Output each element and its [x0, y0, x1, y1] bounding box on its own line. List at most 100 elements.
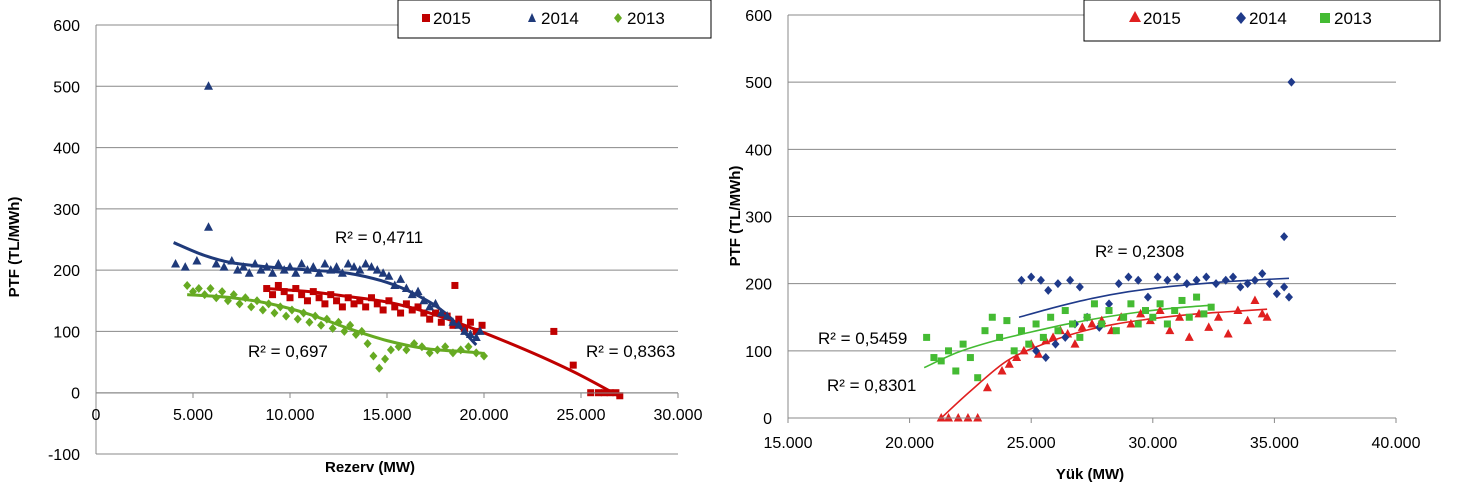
data-point-2013 [1185, 313, 1193, 321]
data-point-2013 [1134, 320, 1142, 328]
data-point-2013 [425, 348, 434, 358]
y-tick-label: 300 [745, 210, 772, 227]
data-point-2013 [1069, 320, 1077, 328]
data-point-2013 [386, 345, 395, 355]
data-point-2013 [417, 342, 426, 352]
data-point-2014 [332, 262, 342, 271]
y-tick-label: 600 [745, 8, 772, 25]
x-tick-label: 25.000 [557, 407, 606, 424]
y-tick-labels: 0 100 200 300 400 500 600 [745, 8, 772, 428]
x-tick-label: 25.000 [1007, 435, 1056, 452]
data-point-2014 [285, 262, 295, 271]
data-point-2013 [1025, 340, 1033, 348]
trend-lines [173, 241, 623, 399]
data-point-2015 [1048, 332, 1058, 341]
data-point-2013 [247, 302, 256, 312]
data-point-2014 [396, 274, 406, 283]
data-point-2014 [1027, 272, 1036, 282]
data-point-2015 [321, 300, 329, 308]
data-point-2014 [442, 311, 452, 320]
data-point-2015 [391, 303, 399, 311]
data-point-2014 [256, 265, 266, 274]
data-point-2013 [369, 351, 378, 361]
data-point-2014 [1143, 292, 1152, 302]
y-tick-label: 400 [745, 142, 772, 159]
data-point-2013 [402, 345, 411, 355]
data-point-2015 [408, 306, 416, 314]
x-tick-label: 0 [92, 407, 101, 424]
data-point-2015 [333, 297, 341, 305]
data-point-2014 [326, 265, 336, 274]
data-point-2013 [1127, 300, 1135, 308]
data-point-2013 [375, 363, 384, 373]
data-point-2013 [340, 326, 349, 336]
data-point-2015 [466, 318, 474, 326]
x-tick-label: 40.000 [1372, 435, 1421, 452]
data-point-2013 [1061, 307, 1069, 315]
data-point-2013 [1032, 320, 1040, 328]
data-point-2014 [1051, 339, 1060, 349]
data-point-2014 [1287, 77, 1296, 87]
data-point-2015 [1250, 295, 1260, 304]
y-tick-label: 500 [53, 79, 80, 96]
legend-label-2013: 2013 [627, 9, 665, 28]
data-point-2015 [478, 321, 486, 329]
data-point-2015 [426, 315, 434, 323]
r2-label-2013: R² = 0,5459 [818, 329, 907, 348]
data-point-2014 [454, 320, 464, 329]
data-point-2014 [314, 268, 324, 277]
data-point-2013 [981, 327, 989, 335]
data-point-2013 [317, 320, 326, 330]
data-point-2014 [171, 259, 181, 268]
data-point-2013 [937, 357, 945, 365]
data-point-2015 [1257, 308, 1267, 318]
legend-marker-2014 [528, 13, 536, 22]
data-point-2013 [381, 354, 390, 364]
data-point-2014 [268, 268, 278, 277]
data-point-2013 [1193, 293, 1201, 301]
data-point-2014 [302, 265, 312, 274]
data-point-2014 [413, 286, 423, 296]
data-point-2013 [1003, 317, 1011, 325]
data-point-2015 [963, 413, 973, 422]
data-point-2014 [204, 222, 214, 231]
data-point-2013 [1149, 313, 1157, 321]
data-point-2015 [397, 309, 405, 317]
x-tick-label: 30.000 [1128, 435, 1177, 452]
trend-line-2014 [1018, 277, 1290, 319]
data-point-2015 [1223, 329, 1233, 338]
data-point-2014 [211, 259, 221, 268]
r2-label-2015: R² = 0,8301 [827, 376, 916, 395]
data-point-2014 [378, 268, 388, 277]
data-point-2013 [959, 340, 967, 348]
legend-label-2015: 2015 [1143, 9, 1181, 28]
x-tick-label: 15.000 [764, 435, 813, 452]
x-tick-labels: 15.000 20.000 25.000 30.000 35.000 40.000 [764, 435, 1421, 452]
data-point-2015 [420, 309, 428, 317]
y-tick-label: 200 [53, 263, 80, 280]
legend-label-2015: 2015 [433, 9, 471, 28]
x-tick-label: 20.000 [460, 407, 509, 424]
data-point-2014 [448, 317, 458, 326]
data-point-2013 [480, 351, 488, 361]
legend-box [1083, 0, 1441, 42]
data-point-2015 [1077, 322, 1087, 331]
x-tick-label: 30.000 [654, 407, 703, 424]
data-point-2013 [952, 367, 960, 375]
data-point-2014 [1236, 282, 1245, 292]
data-point-2013 [448, 348, 457, 358]
data-point-2015 [1155, 305, 1165, 315]
legend-box [397, 0, 712, 39]
data-point-2015 [1175, 312, 1185, 321]
r2-label-2015: R² = 0,8363 [586, 342, 675, 361]
data-point-2013 [945, 347, 953, 355]
data-point-2014 [1202, 272, 1211, 282]
data-point-2015 [1004, 359, 1014, 368]
data-point-2013 [1010, 347, 1018, 355]
legend-label-2014: 2014 [541, 9, 579, 28]
data-point-2014 [349, 262, 359, 271]
data-point-2013 [200, 290, 209, 300]
data-point-2014 [1105, 299, 1114, 309]
data-point-2015 [973, 413, 983, 422]
legend: 2015 2014 2013 [1083, 0, 1441, 42]
